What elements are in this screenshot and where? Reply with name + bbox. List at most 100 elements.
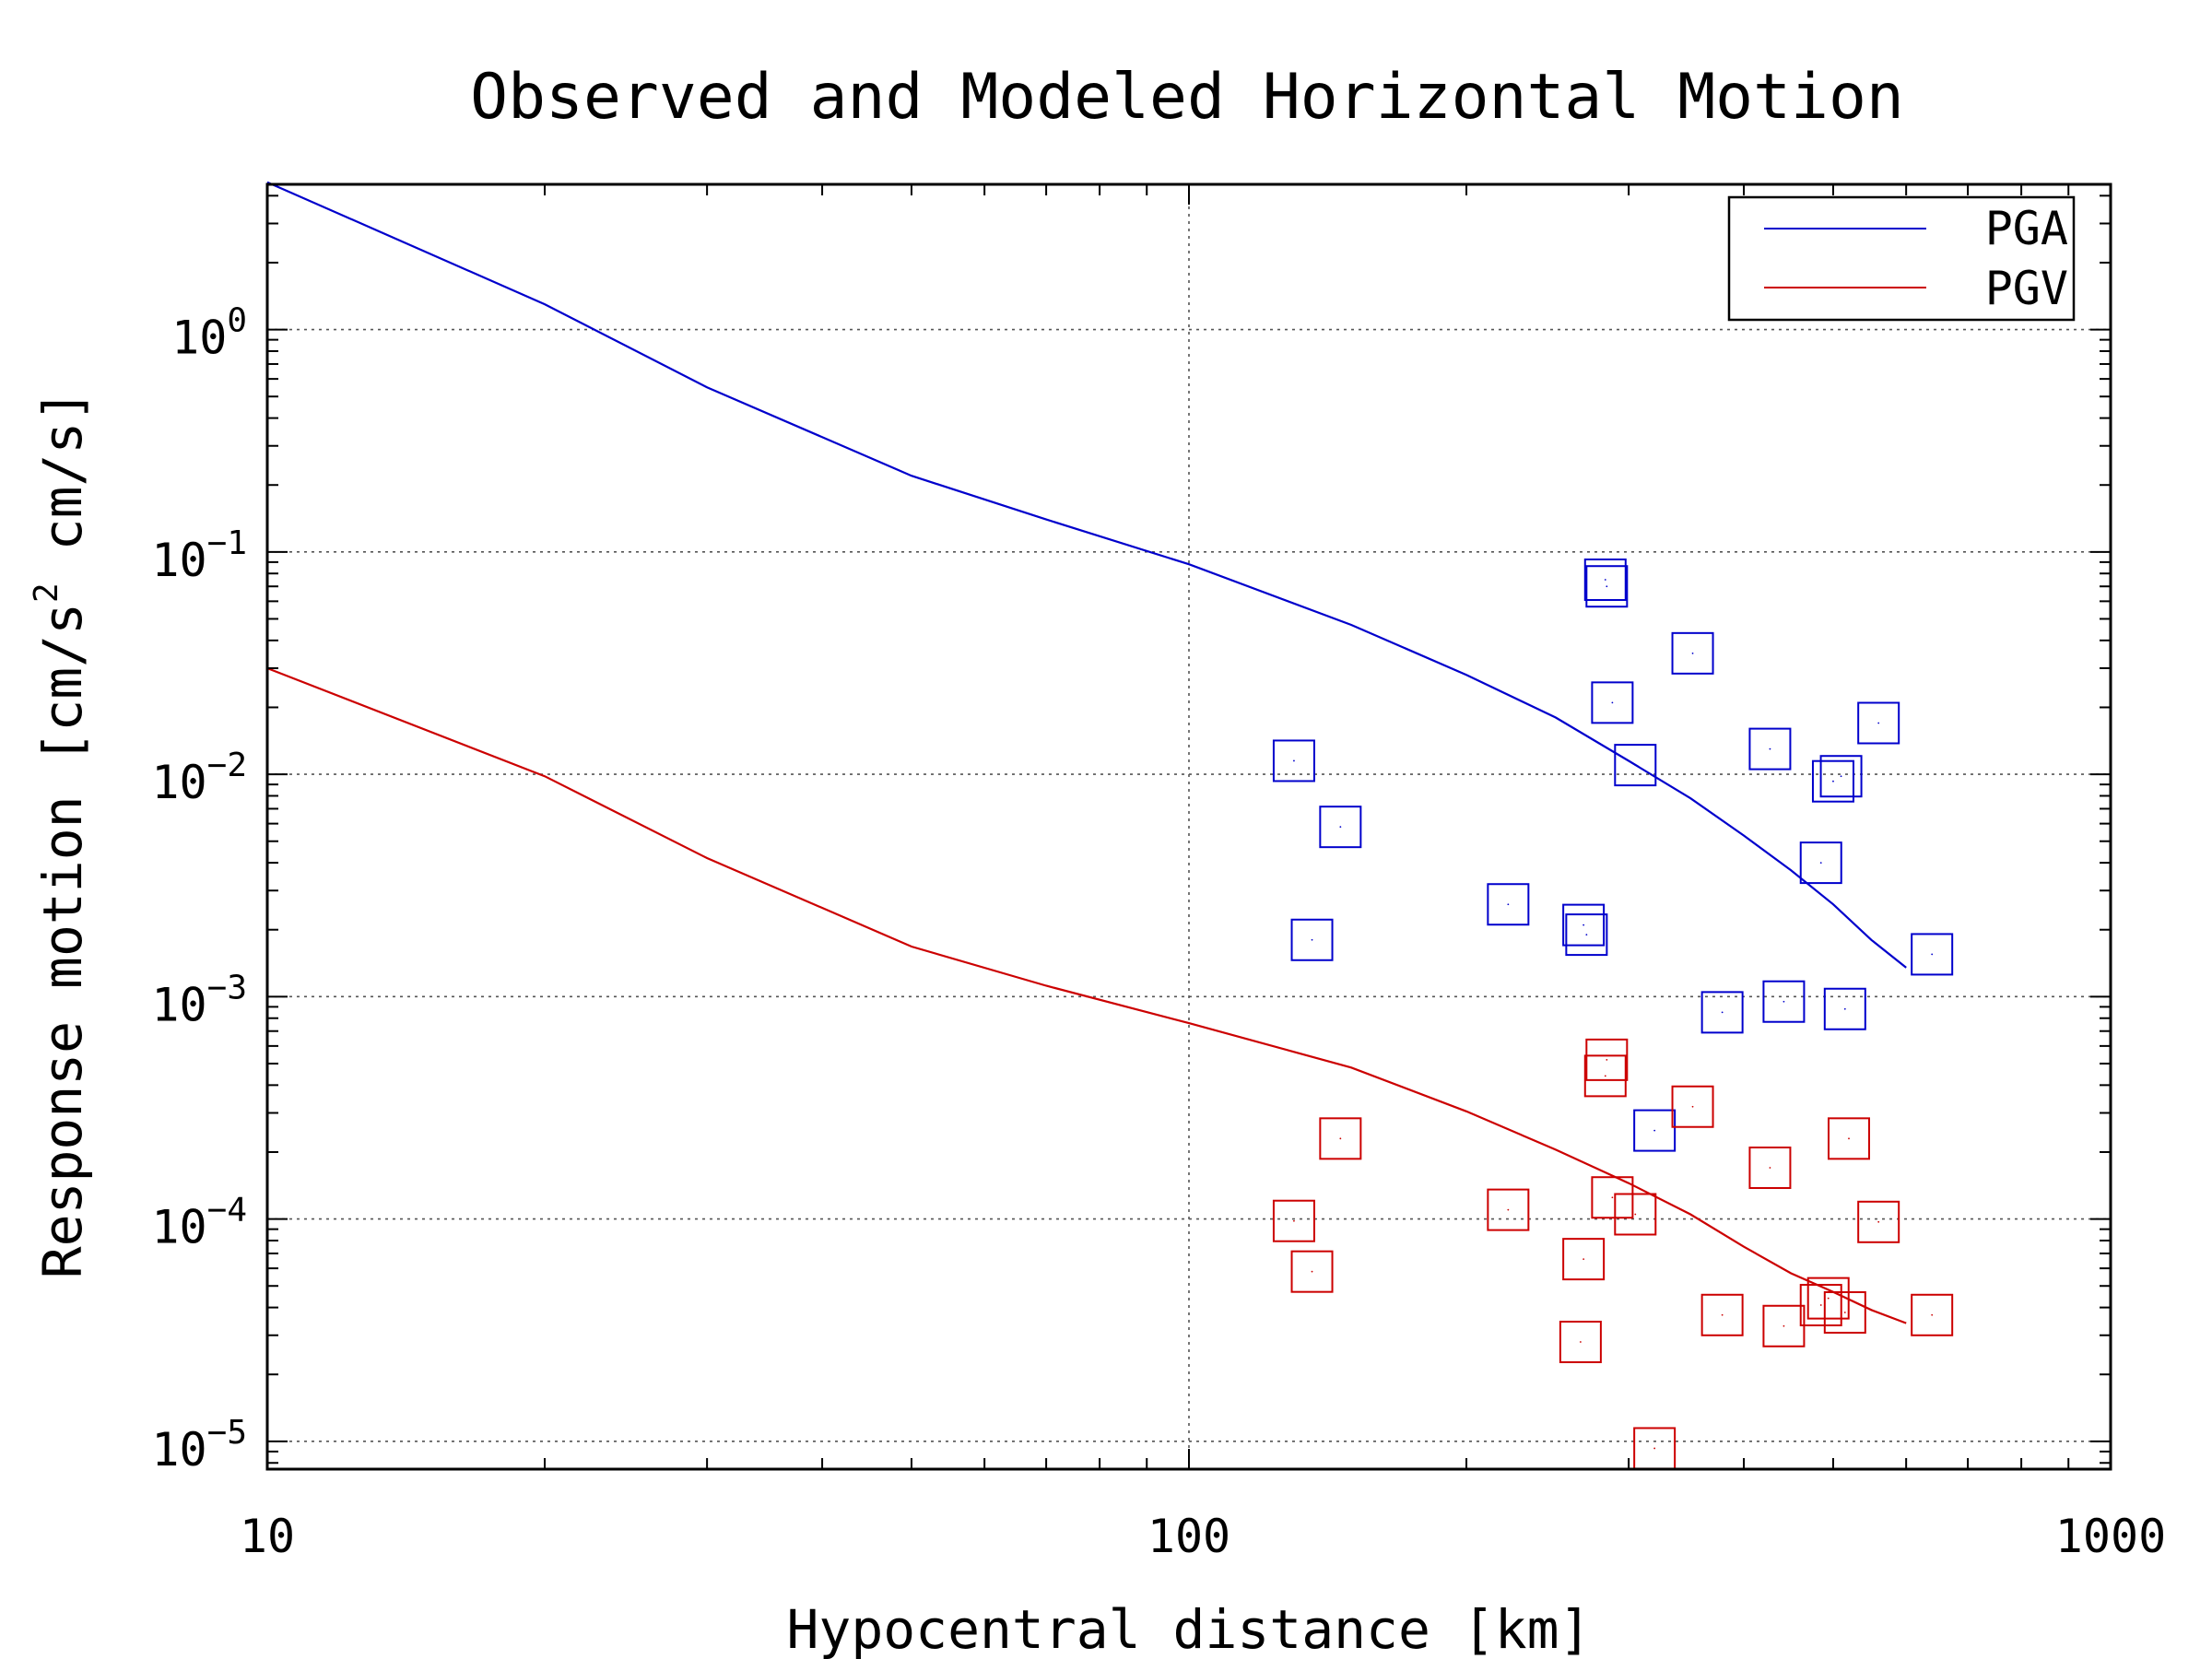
marker-square — [1857, 701, 1900, 745]
marker-square — [1819, 755, 1863, 798]
marker-pga-observed-17 — [1823, 987, 1866, 1030]
y-tick-base: 10 — [151, 756, 206, 809]
marker-center-dot — [1783, 1324, 1785, 1327]
marker-center-dot — [1653, 1129, 1656, 1132]
marker-pgv-observed-2 — [1290, 1250, 1334, 1293]
y-tick-exponent: −3 — [207, 969, 247, 1006]
marker-square — [1290, 918, 1334, 961]
marker-square — [1272, 739, 1315, 782]
marker-center-dot — [1843, 1007, 1846, 1010]
marker-center-dot — [1604, 579, 1606, 581]
marker-square — [1799, 1284, 1842, 1327]
marker-center-dot — [1339, 826, 1342, 829]
marker-pgv-observed-1 — [1319, 1117, 1362, 1160]
marker-square — [1562, 903, 1606, 947]
marker-center-dot — [1819, 862, 1822, 865]
marker-layer — [1272, 558, 1954, 1470]
marker-pga-observed-16 — [1819, 755, 1863, 798]
marker-square — [1806, 1277, 1850, 1320]
marker-square — [1319, 1117, 1362, 1160]
x-tick-label-1: 100 — [1147, 1510, 1230, 1563]
marker-pga-observed-4 — [1562, 903, 1606, 947]
y-tick-base: 10 — [171, 312, 227, 365]
y-tick-label-0: 100 — [171, 302, 247, 365]
marker-square — [1762, 980, 1806, 1023]
marker-pgv-observed-18 — [1857, 1200, 1900, 1243]
marker-pga-observed-19 — [1911, 933, 1954, 976]
marker-center-dot — [1634, 764, 1637, 767]
marker-pga-observed-0 — [1272, 739, 1315, 782]
marker-center-dot — [1293, 759, 1295, 762]
marker-center-dot — [1585, 934, 1588, 936]
marker-square — [1799, 841, 1842, 885]
marker-pga-observed-9 — [1614, 744, 1657, 787]
marker-pga-observed-20 — [1633, 1109, 1677, 1152]
marker-pgv-observed-17 — [1828, 1117, 1871, 1160]
tick-marks — [266, 184, 2112, 1469]
marker-pga-observed-2 — [1290, 918, 1334, 961]
y-tick-label-4: 10−4 — [151, 1192, 247, 1254]
marker-pgv-observed-9 — [1614, 1193, 1657, 1236]
marker-center-dot — [1293, 1219, 1295, 1222]
marker-square — [1823, 987, 1866, 1030]
marker-center-dot — [1819, 1304, 1822, 1306]
marker-pgv-observed-10 — [1671, 1085, 1714, 1128]
marker-square — [1700, 991, 1744, 1034]
chart-title: Observed and Modeled Horizontal Motion — [470, 61, 1904, 134]
y-tick-label-1: 10−1 — [151, 524, 247, 587]
x-tick-label-0: 10 — [240, 1510, 295, 1563]
marker-center-dot — [1721, 1011, 1724, 1014]
y-axis-label-main: Response motion [cm/s — [31, 603, 94, 1278]
marker-center-dot — [1877, 722, 1880, 724]
y-axis-label-end: cm/s] — [31, 390, 94, 583]
marker-square — [1700, 1293, 1744, 1336]
y-tick-exponent: −5 — [207, 1414, 247, 1452]
marker-square — [1748, 727, 1792, 771]
marker-center-dot — [1691, 652, 1694, 654]
marker-pga-observed-13 — [1762, 980, 1806, 1023]
marker-pgv-observed-3 — [1487, 1188, 1530, 1231]
marker-center-dot — [1653, 1447, 1656, 1450]
marker-square — [1583, 558, 1627, 601]
marker-center-dot — [1611, 701, 1614, 704]
marker-pga-observed-8 — [1591, 681, 1634, 724]
y-tick-label-5: 10−5 — [151, 1414, 247, 1477]
marker-center-dot — [1877, 1220, 1880, 1223]
marker-pga-observed-10 — [1671, 631, 1714, 675]
marker-square — [1911, 933, 1954, 976]
marker-pgv-observed-16 — [1823, 1290, 1866, 1334]
marker-pgv-observed-6 — [1585, 1038, 1629, 1081]
marker-square — [1828, 1117, 1871, 1160]
marker-pgv-observed-14 — [1799, 1284, 1842, 1327]
marker-pgv-observed-11 — [1700, 1293, 1744, 1336]
marker-center-dot — [1769, 747, 1771, 750]
marker-square — [1562, 1238, 1606, 1281]
marker-center-dot — [1606, 585, 1608, 588]
marker-center-dot — [1721, 1313, 1724, 1316]
marker-pgv-observed-12 — [1748, 1147, 1792, 1190]
y-tick-exponent: −2 — [207, 747, 247, 784]
legend-label-pgv: PGV — [1985, 262, 2068, 315]
marker-center-dot — [1832, 780, 1834, 782]
marker-center-dot — [1783, 1000, 1785, 1003]
marker-pga-observed-14 — [1799, 841, 1842, 885]
marker-center-dot — [1606, 1058, 1608, 1061]
y-tick-exponent: −4 — [207, 1192, 247, 1230]
y-tick-base: 10 — [151, 1423, 206, 1477]
marker-pgv-observed-4 — [1562, 1238, 1606, 1281]
marker-center-dot — [1604, 1075, 1606, 1077]
marker-center-dot — [1843, 1312, 1846, 1313]
marker-center-dot — [1769, 1167, 1771, 1169]
marker-square — [1272, 1199, 1315, 1242]
marker-square — [1591, 1176, 1634, 1219]
marker-square — [1857, 1200, 1900, 1243]
marker-square — [1823, 1290, 1866, 1334]
marker-square — [1633, 1109, 1677, 1152]
marker-pga-observed-1 — [1319, 806, 1362, 849]
marker-center-dot — [1311, 1270, 1313, 1273]
marker-center-dot — [1507, 903, 1510, 906]
marker-center-dot — [1583, 924, 1585, 926]
marker-pgv-observed-0 — [1272, 1199, 1315, 1242]
marker-square — [1911, 1293, 1954, 1336]
